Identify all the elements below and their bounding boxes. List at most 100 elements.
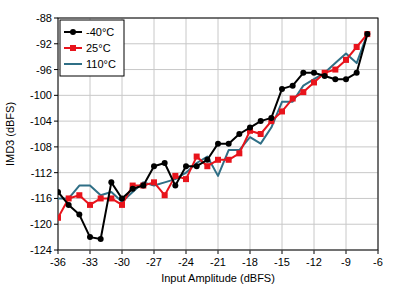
marker xyxy=(322,73,328,79)
marker xyxy=(119,202,125,208)
marker xyxy=(215,157,221,163)
tick-label: -30 xyxy=(114,256,130,268)
marker xyxy=(290,83,296,89)
marker xyxy=(76,192,82,198)
legend-label: 25°C xyxy=(86,42,111,54)
tick-label: -24 xyxy=(178,256,194,268)
tick-label: -12 xyxy=(306,256,322,268)
marker xyxy=(343,76,349,82)
series-line xyxy=(58,34,367,218)
legend-label: 110°C xyxy=(86,58,116,70)
tick-label: -92 xyxy=(36,38,52,50)
tick xyxy=(154,250,155,254)
marker xyxy=(311,79,317,85)
tick-label: -27 xyxy=(146,256,162,268)
tick xyxy=(54,95,58,96)
tick xyxy=(346,250,347,254)
legend-marker xyxy=(70,45,76,51)
marker xyxy=(183,163,189,169)
grid-line xyxy=(58,224,378,225)
chart: -36-33-30-27-24-21-18-15-12-9-6-124-120-… xyxy=(0,0,402,298)
tick xyxy=(58,250,59,254)
tick xyxy=(54,224,58,225)
tick-label: -96 xyxy=(36,64,52,76)
marker xyxy=(300,70,306,76)
tick xyxy=(54,121,58,122)
tick xyxy=(54,198,58,199)
tick xyxy=(90,250,91,254)
marker xyxy=(58,189,61,195)
x-axis-label: Input Amplitude (dBFS) xyxy=(161,272,275,284)
tick-label: -21 xyxy=(210,256,226,268)
legend: -40°C25°C110°C xyxy=(60,20,124,76)
marker xyxy=(226,141,232,147)
y-axis-label: IMD3 (dBFS) xyxy=(4,102,16,166)
tick-label: -88 xyxy=(36,12,52,24)
grid-line xyxy=(154,18,155,250)
marker xyxy=(204,157,210,163)
marker xyxy=(204,163,210,169)
tick-label: -15 xyxy=(274,256,290,268)
marker xyxy=(258,118,264,124)
tick-label: -120 xyxy=(30,218,52,230)
marker xyxy=(151,163,157,169)
marker xyxy=(215,141,221,147)
marker xyxy=(194,163,200,169)
grid-line xyxy=(250,18,251,250)
grid-line xyxy=(58,95,378,96)
tick-label: -18 xyxy=(242,256,258,268)
marker xyxy=(66,202,72,208)
marker xyxy=(172,183,178,189)
marker xyxy=(98,195,104,201)
tick-label: -116 xyxy=(31,192,52,204)
plot-frame xyxy=(58,18,378,250)
tick xyxy=(54,250,58,251)
tick xyxy=(54,43,58,44)
marker xyxy=(300,89,306,95)
tick-label: -124 xyxy=(30,244,52,256)
grid-line xyxy=(282,18,283,250)
marker xyxy=(140,183,146,189)
tick-label: -6 xyxy=(373,256,383,268)
legend-box xyxy=(60,20,124,76)
marker xyxy=(247,125,253,131)
marker xyxy=(151,179,157,185)
marker xyxy=(76,212,82,218)
marker xyxy=(354,70,360,76)
tick-label: -36 xyxy=(50,256,66,268)
tick xyxy=(54,69,58,70)
marker xyxy=(162,192,168,198)
marker xyxy=(279,108,285,114)
tick xyxy=(54,18,58,19)
tick xyxy=(54,146,58,147)
legend-swatch xyxy=(64,63,82,65)
marker xyxy=(279,86,285,92)
marker xyxy=(343,57,349,63)
marker xyxy=(140,183,146,189)
tick xyxy=(122,250,123,254)
grid-line xyxy=(186,18,187,250)
grid-line xyxy=(58,172,378,173)
grid-line xyxy=(314,18,315,250)
marker xyxy=(226,157,232,163)
tick-label: -108 xyxy=(30,141,52,153)
series-line xyxy=(58,34,367,239)
grid-line xyxy=(58,121,378,122)
marker xyxy=(194,154,200,160)
marker xyxy=(236,150,242,156)
series-line xyxy=(58,34,367,202)
marker xyxy=(119,195,125,201)
marker xyxy=(87,202,93,208)
tick xyxy=(186,250,187,254)
marker xyxy=(236,131,242,137)
marker xyxy=(364,31,370,37)
marker xyxy=(87,234,93,240)
marker xyxy=(332,67,338,73)
marker xyxy=(130,186,136,192)
tick xyxy=(378,250,379,254)
tick-label: -104 xyxy=(30,115,52,127)
marker xyxy=(290,96,296,102)
tick-label: -9 xyxy=(341,256,351,268)
tick-label: -112 xyxy=(31,167,52,179)
marker xyxy=(66,195,72,201)
